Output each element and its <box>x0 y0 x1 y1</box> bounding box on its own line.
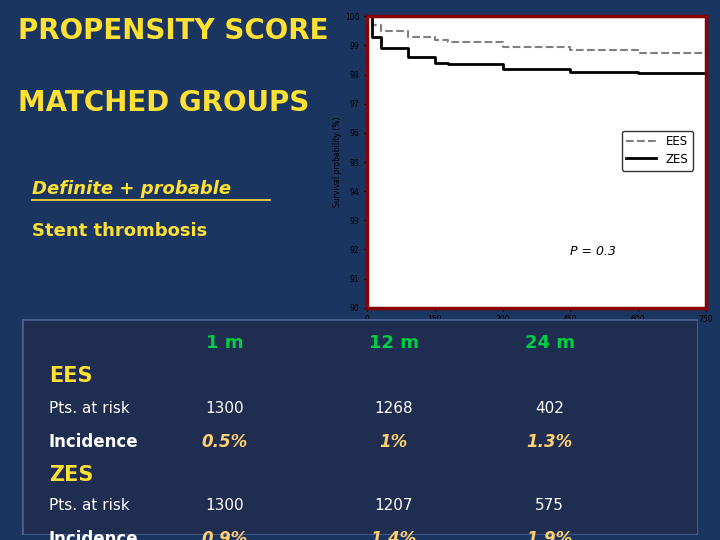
Text: Pts. at risk: Pts. at risk <box>49 498 130 513</box>
X-axis label: Time: Time <box>526 330 547 339</box>
EES <box>498 44 507 50</box>
ZES <box>377 45 385 51</box>
ZES <box>566 69 575 75</box>
EES <box>431 36 439 43</box>
Text: P = 0.3: P = 0.3 <box>570 245 616 258</box>
Text: 1.3%: 1.3% <box>526 433 572 451</box>
ZES <box>403 54 412 60</box>
Text: 1300: 1300 <box>205 498 244 513</box>
Text: 1.9%: 1.9% <box>526 530 572 540</box>
Text: PROPENSITY SCORE: PROPENSITY SCORE <box>18 17 328 45</box>
Text: 24 m: 24 m <box>524 334 575 352</box>
Text: 1 m: 1 m <box>206 334 243 352</box>
Text: 0.9%: 0.9% <box>202 530 248 540</box>
ZES <box>498 65 507 72</box>
EES <box>444 39 453 46</box>
ZES <box>444 61 453 68</box>
ZES <box>431 59 439 66</box>
Text: 402: 402 <box>535 401 564 416</box>
Text: 1300: 1300 <box>205 401 244 416</box>
Text: 1207: 1207 <box>374 498 413 513</box>
FancyBboxPatch shape <box>22 319 698 535</box>
Text: 1268: 1268 <box>374 401 413 416</box>
Text: 1%: 1% <box>379 433 408 451</box>
Text: 575: 575 <box>535 498 564 513</box>
EES <box>403 33 412 40</box>
EES <box>701 52 710 59</box>
Y-axis label: Survival probability (%): Survival probability (%) <box>333 117 342 207</box>
Line: ZES: ZES <box>367 16 706 76</box>
ZES <box>363 13 372 19</box>
EES <box>634 50 642 56</box>
Text: 12 m: 12 m <box>369 334 419 352</box>
EES <box>367 22 376 28</box>
Text: 1.4%: 1.4% <box>371 530 417 540</box>
Text: Pts. at risk: Pts. at risk <box>49 401 130 416</box>
Text: Definite + probable: Definite + probable <box>32 180 232 198</box>
Text: Incidence: Incidence <box>49 433 138 451</box>
Text: EES: EES <box>49 366 92 386</box>
Line: EES: EES <box>367 16 706 56</box>
EES <box>377 28 385 34</box>
EES <box>363 13 372 19</box>
ZES <box>367 33 376 40</box>
Text: Stent thrombosis: Stent thrombosis <box>32 222 207 240</box>
ZES <box>701 73 710 79</box>
Text: 0.5%: 0.5% <box>202 433 248 451</box>
Text: ZES: ZES <box>49 465 93 485</box>
EES <box>566 46 575 53</box>
ZES <box>634 70 642 76</box>
Text: MATCHED GROUPS: MATCHED GROUPS <box>18 90 310 117</box>
Legend: EES, ZES: EES, ZES <box>622 131 693 171</box>
Text: Incidence: Incidence <box>49 530 138 540</box>
